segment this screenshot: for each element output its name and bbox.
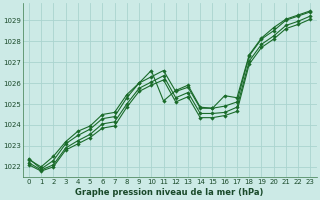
X-axis label: Graphe pression niveau de la mer (hPa): Graphe pression niveau de la mer (hPa)	[76, 188, 264, 197]
